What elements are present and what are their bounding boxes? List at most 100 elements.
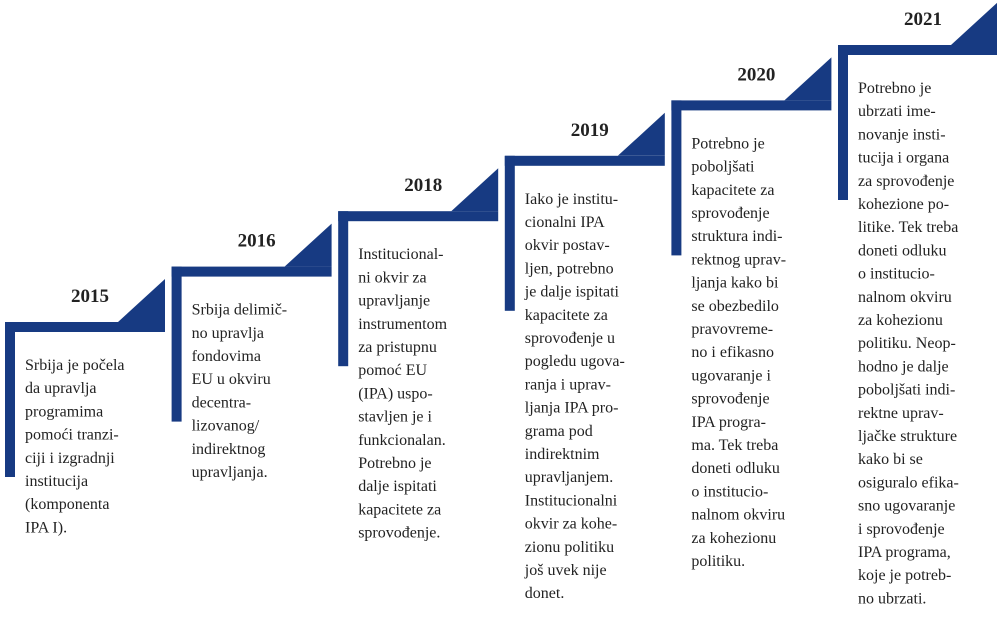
step-text-line: zionu politiku — [525, 539, 614, 556]
step-text-line: decentra- — [192, 394, 252, 411]
step-text-line: no upravlja — [192, 325, 264, 342]
step-text-line: Institucional- — [358, 246, 443, 263]
step-text-line: sprovođenje u — [525, 330, 615, 347]
step-text-line: IPA I). — [25, 519, 67, 536]
step-text-line: no ubrzati. — [858, 590, 926, 607]
year-label: 2018 — [404, 175, 442, 196]
step-top-bar — [671, 100, 832, 111]
step-text-line: pogledu ugova- — [525, 353, 625, 370]
step-text-line: sprovođenje — [691, 391, 769, 408]
step-text-line: Potrebno je — [858, 80, 931, 97]
step-text-line: o institucio- — [691, 483, 768, 500]
step-side-bar — [338, 211, 349, 367]
step-text-line: za pristupnu — [358, 339, 437, 356]
step-text-line: struktura indi- — [691, 228, 782, 245]
step-triangle — [284, 223, 332, 267]
step-text-line: ugovaranje i — [691, 367, 771, 384]
year-label: 2019 — [571, 120, 609, 141]
step-text-line: rektne uprav- — [858, 405, 944, 422]
year-label: 2021 — [904, 9, 942, 30]
step-text-line: kapacitete za — [691, 182, 774, 199]
step-text-line: okvir postav- — [525, 237, 610, 254]
step-text-line: i sprovođenje — [858, 521, 945, 538]
step-text-line: ljačke strukture — [858, 428, 957, 445]
step-text-line: sprovođenje — [691, 205, 769, 222]
step-text-line: kohezione po- — [858, 196, 949, 213]
step-text-line: Iako je institu- — [525, 191, 618, 208]
step-text-line: doneti odluku — [691, 460, 779, 477]
step-text-line: Potrebno je — [358, 455, 431, 472]
step-text-line: upravljanje — [358, 293, 430, 310]
step-text-line: nalnom okviru — [858, 289, 952, 306]
step-triangle — [951, 2, 997, 45]
step-text-line: grama pod — [525, 423, 593, 440]
step-text-line: donet. — [525, 585, 565, 602]
step-triangle — [118, 279, 165, 322]
step-text-line: ni okvir za — [358, 269, 426, 286]
year-label: 2020 — [737, 64, 775, 85]
step-triangle — [451, 168, 499, 212]
step-text-line: IPA programa, — [858, 544, 951, 561]
step-text-line: (IPA) uspo- — [358, 385, 433, 402]
step-text-line: instrumentom — [358, 316, 447, 333]
step-text-line: indirektnog — [192, 441, 266, 458]
year-label: 2016 — [238, 231, 276, 252]
step-text-line: sprovođenje. — [358, 525, 440, 542]
step-text-line: ljen, potrebno — [525, 260, 614, 277]
step-side-bar — [838, 45, 848, 200]
step-text-line: ubrzati ime- — [858, 103, 936, 120]
step-text-line: politiku. — [691, 553, 745, 570]
step-text-line: ljanja IPA pro- — [525, 400, 619, 417]
step-text-line: cionalni IPA — [525, 214, 605, 231]
step-text-line: novanje insti- — [858, 126, 946, 143]
step-text-line: upravljanjem. — [525, 469, 613, 486]
step-side-bar — [171, 266, 182, 422]
step-text-line: ma. Tek treba — [691, 437, 778, 454]
step-text-line: pomoć EU — [358, 362, 427, 379]
step-top-bar — [5, 322, 165, 332]
step-text-line: ranja i uprav- — [525, 376, 611, 393]
step-top-bar — [504, 155, 665, 166]
step-text-line: indirektnim — [525, 446, 600, 463]
step-triangle — [784, 57, 832, 101]
step-text-line: još uvek nije — [524, 562, 607, 579]
step-text-line: sno ugovaranje — [858, 498, 955, 515]
step-text-line: pomoći tranzi- — [25, 427, 119, 444]
step-text-line: upravljanja. — [192, 464, 268, 481]
step-side-bar — [671, 100, 682, 256]
step-text-line: koje je potreb- — [858, 567, 951, 584]
step-text-line: stavljen je i — [358, 409, 432, 426]
step-text-line: programima — [25, 403, 103, 420]
step-text-line: za sprovođenje — [858, 173, 954, 190]
step-text-line: Institucionalni — [525, 492, 618, 509]
step-text-line: ciji i izgradnji — [25, 450, 115, 467]
step-text-line: IPA progra- — [691, 414, 766, 431]
step-side-bar — [5, 322, 15, 477]
step-text-line: politiku. Neop- — [858, 335, 956, 352]
step-top-bar — [171, 266, 332, 277]
step-text-line: doneti odluku — [858, 242, 946, 259]
step-text-line: o institucio- — [858, 266, 935, 283]
step-text-line: osiguralo efika- — [858, 474, 959, 491]
step-text-line: institucija — [25, 473, 88, 490]
step-text-line: okvir za kohe- — [525, 516, 617, 533]
step-text-line: fondovima — [192, 348, 261, 365]
step-text-line: Srbija je počela — [25, 357, 125, 374]
step-text-line: lizovanog/ — [192, 418, 260, 435]
step-triangle — [617, 112, 665, 156]
step-text-line: kapacitete za — [358, 501, 441, 518]
step-text-line: poboljšati — [691, 159, 755, 176]
step-text-line: funkcionalan. — [358, 432, 446, 449]
step-text-line: pravovreme- — [691, 321, 773, 338]
step-text-line: no i efikasno — [691, 344, 774, 361]
step-text-line: dalje ispitati — [358, 478, 437, 495]
year-label: 2015 — [71, 286, 109, 307]
step-text-line: EU u okviru — [192, 371, 271, 388]
step-text-line: poboljšati indi- — [858, 382, 955, 399]
step-text-line: litike. Tek treba — [858, 219, 958, 236]
step-side-bar — [504, 155, 515, 311]
step-text-line: za kohezionu — [691, 530, 776, 547]
step-text-line: kapacitete za — [525, 307, 608, 324]
step-text-line: Srbija delimič- — [192, 302, 288, 319]
